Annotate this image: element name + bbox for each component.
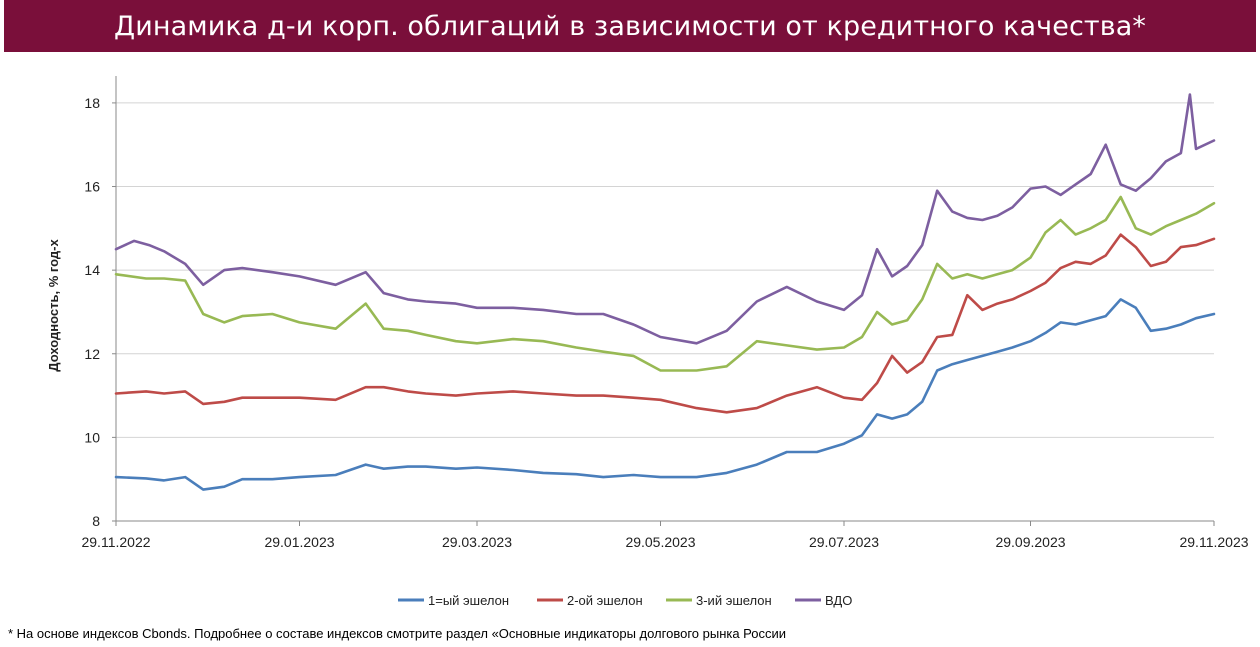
legend-label: 1=ый эшелон xyxy=(428,593,509,608)
series-line xyxy=(114,195,1216,372)
series-line xyxy=(114,233,1216,414)
footnote: * На основе индексов Cbonds. Подробнее о… xyxy=(8,626,787,641)
y-tick-label: 12 xyxy=(84,346,100,362)
x-tick-label: 29.05.2023 xyxy=(625,534,695,550)
y-tick-label: 10 xyxy=(84,429,100,445)
title-banner: Динамика д-и корп. облигаций в зависимос… xyxy=(4,0,1256,52)
legend-label: 3-ий эшелон xyxy=(696,593,772,608)
y-axis-label: Доходность, % год-х xyxy=(46,239,61,372)
x-tick-label: 29.01.2023 xyxy=(264,534,334,550)
y-tick-label: 8 xyxy=(92,513,100,529)
series-line xyxy=(114,298,1216,491)
series-line xyxy=(114,93,1216,345)
chart-title: Динамика д-и корп. облигаций в зависимос… xyxy=(114,10,1146,42)
y-tick-label: 16 xyxy=(84,179,100,195)
x-tick-label: 29.11.2023 xyxy=(1179,534,1248,550)
legend-label: 2-ой эшелон xyxy=(567,593,643,608)
x-tick-label: 29.03.2023 xyxy=(442,534,512,550)
y-tick-label: 18 xyxy=(84,95,100,111)
y-tick-label: 14 xyxy=(84,262,100,278)
legend-label: ВДО xyxy=(825,593,852,608)
x-tick-label: 29.11.2022 xyxy=(81,534,150,550)
x-tick-label: 29.07.2023 xyxy=(809,534,879,550)
x-tick-label: 29.09.2023 xyxy=(995,534,1065,550)
